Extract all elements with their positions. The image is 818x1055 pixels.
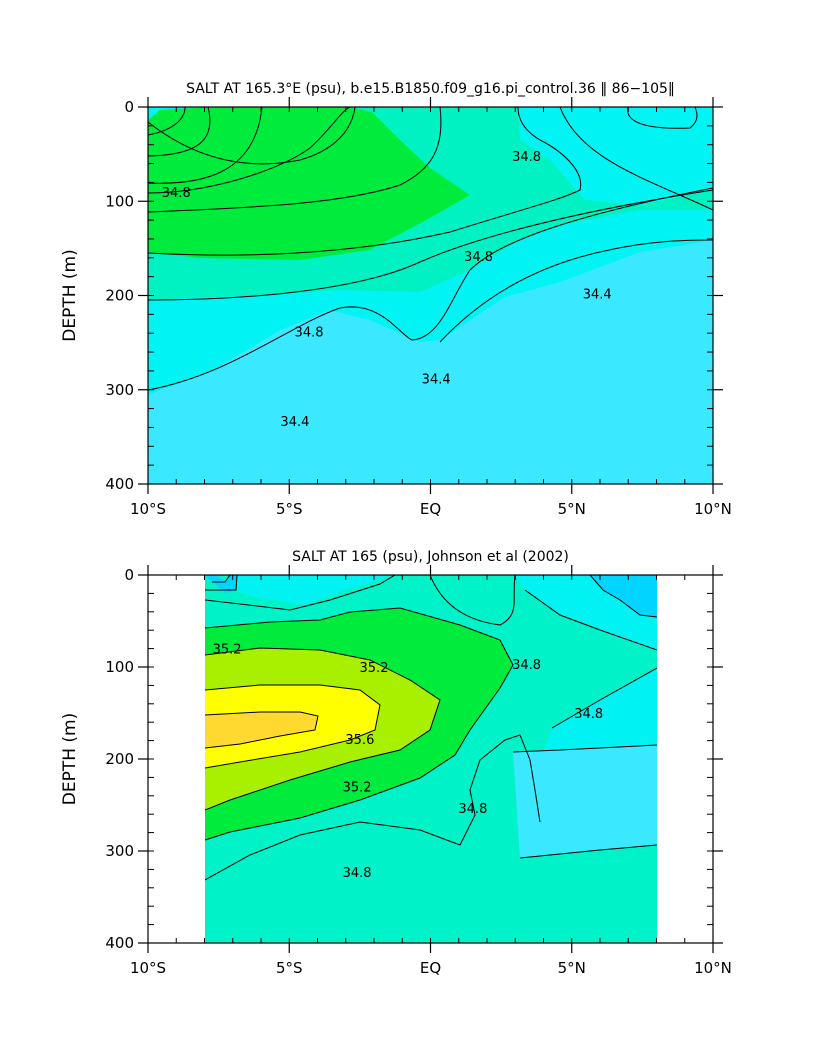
contour-label: 34.8 (512, 658, 541, 673)
contour-line (519, 844, 657, 859)
contour-label-text: 34.4 (422, 372, 451, 387)
salinity-band-obs-lt-34-2-south (205, 575, 237, 593)
contour-label-text: 34.8 (574, 707, 603, 722)
x-tick-label: 5°N (558, 500, 586, 518)
salinity-band-model-35-0-35-4 (148, 107, 470, 260)
contour-label-text: 34.8 (295, 325, 324, 340)
contour-label-text: 34.8 (162, 186, 191, 201)
contour-label: 34.4 (280, 415, 309, 430)
contour-label: 34.8 (295, 325, 324, 340)
y-tick-label: 300 (105, 842, 134, 860)
contour-line (148, 189, 713, 301)
contour-label: 34.8 (162, 186, 191, 201)
contour-line (148, 107, 186, 136)
contour-line (205, 647, 441, 811)
contour-label-text: 34.8 (512, 150, 541, 165)
contour-line (148, 107, 442, 213)
y-axis-label: DEPTH (m) (60, 713, 80, 805)
contour-label: 34.8 (458, 802, 487, 817)
contour-line (205, 684, 381, 769)
contour-label: 34.8 (464, 250, 493, 265)
contour-label-text: 35.6 (345, 733, 374, 748)
chart-title: SALT AT 165 (psu), Johnson et al (2002) (292, 549, 569, 565)
contour-line (205, 575, 396, 611)
x-tick-label: 10°S (130, 959, 166, 977)
salinity-field-model (148, 107, 713, 484)
x-tick-label: EQ (420, 959, 441, 977)
contour-lines-obs (205, 575, 657, 881)
contour-label: 35.6 (345, 733, 374, 748)
contour-label: 34.8 (574, 707, 603, 722)
contour-line (148, 107, 582, 256)
x-tick-label: 5°S (276, 500, 303, 518)
salinity-band-obs-34-2-34-6-south (205, 575, 390, 605)
x-tick-label: 5°N (558, 959, 586, 977)
y-axis-label: DEPTH (m) (60, 249, 80, 341)
y-tick-label: 400 (105, 934, 134, 952)
axes-obs: SALT AT 165 (psu), Johnson et al (2002) 1… (60, 549, 732, 977)
contour-line (512, 744, 657, 753)
contour-line (429, 575, 516, 626)
contour-line (205, 575, 238, 591)
x-tick-label: 10°N (694, 500, 732, 518)
salinity-field-obs (205, 575, 657, 943)
contour-line (212, 575, 231, 583)
contour-label-text: 34.8 (343, 866, 372, 881)
contour-line (148, 187, 713, 391)
x-tick-label: EQ (420, 500, 441, 518)
contour-label: 34.8 (512, 150, 541, 165)
contour-line (205, 711, 319, 749)
contour-label: 34.4 (422, 372, 451, 387)
y-tick-label: 0 (124, 566, 134, 584)
contour-line (551, 667, 657, 729)
contour-label: 35.2 (213, 643, 242, 658)
contour-line (205, 607, 514, 841)
contour-line (148, 107, 263, 184)
contour-label-text: 35.2 (213, 643, 242, 658)
contour-line (524, 589, 657, 651)
y-tick-label: 100 (105, 192, 134, 210)
x-tick-label: 10°N (694, 959, 732, 977)
contour-labels-model: 34.8 34.8 34.8 34.8 34.4 34.4 34.4 (162, 150, 612, 430)
contour-line (148, 107, 351, 194)
contour-line (205, 734, 541, 881)
y-tick-label: 0 (124, 98, 134, 116)
y-tick-label: 200 (105, 287, 134, 305)
y-tick-label: 100 (105, 658, 134, 676)
salinity-band-obs-lt-34-2-north (513, 745, 657, 858)
contour-label: 34.8 (343, 866, 372, 881)
y-tick-label: 200 (105, 750, 134, 768)
y-tick-label: 300 (105, 381, 134, 399)
contour-line (559, 107, 713, 211)
contour-label-text: 35.2 (360, 661, 389, 676)
salinity-band-obs-gt-35-8 (205, 712, 318, 748)
contour-label-text: 35.2 (343, 781, 372, 796)
contour-label: 34.4 (583, 288, 612, 303)
contour-label-text: 34.8 (512, 658, 541, 673)
contour-label-text: 34.4 (583, 288, 612, 303)
contour-lines-model (148, 107, 713, 391)
contour-line (148, 107, 356, 165)
panel-observations: 35.2 35.2 35.6 35.2 34.8 34.8 34.8 34.8 SALT AT… (60, 549, 732, 977)
contour-label-text: 34.8 (464, 250, 493, 265)
y-tick-label: 400 (105, 475, 134, 493)
contour-line (589, 575, 657, 618)
contour-label-text: 34.8 (458, 802, 487, 817)
salinity-band-obs-lt-34-2-ne (590, 575, 657, 617)
contour-labels-obs: 35.2 35.2 35.6 35.2 34.8 34.8 34.8 34.8 (213, 643, 604, 882)
axes-model: SALT AT 165.3°E (psu), b.e15.B1850.f09_g… (60, 81, 732, 518)
contour-label: 35.2 (343, 781, 372, 796)
contour-line (627, 107, 698, 129)
x-tick-label: 10°S (130, 500, 166, 518)
contour-line (439, 239, 713, 343)
panel-model: 34.8 34.8 34.8 34.8 34.4 34.4 34.4 SALT AT 165… (60, 81, 732, 518)
contour-line (148, 107, 211, 157)
contour-label: 35.2 (360, 661, 389, 676)
chart-title: SALT AT 165.3°E (psu), b.e15.B1850.f09_g… (186, 81, 675, 97)
x-tick-label: 5°S (276, 959, 303, 977)
contour-label-text: 34.4 (280, 415, 309, 430)
